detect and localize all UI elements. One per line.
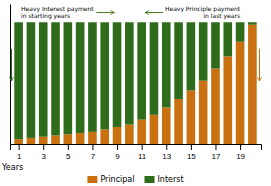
bar bbox=[223, 22, 232, 56]
bar bbox=[64, 22, 73, 134]
bars bbox=[14, 22, 256, 144]
series bbox=[14, 22, 256, 139]
legend-label: Principal bbox=[100, 175, 134, 184]
bar bbox=[76, 22, 85, 133]
tick-label: 5 bbox=[66, 152, 71, 161]
tick-label: 9 bbox=[115, 152, 120, 161]
bar bbox=[39, 137, 48, 144]
bar bbox=[113, 127, 122, 144]
tick: 1 bbox=[17, 144, 22, 161]
tick-label: 7 bbox=[91, 152, 96, 161]
axis-line bbox=[11, 145, 262, 151]
x-axis: 135791113151719 bbox=[11, 144, 262, 161]
bar bbox=[27, 138, 36, 144]
bar bbox=[187, 90, 196, 144]
bar bbox=[150, 22, 159, 115]
annotation: Heavy Interest paymentin starting years bbox=[21, 5, 94, 20]
tick-label: 15 bbox=[187, 152, 196, 161]
legend-swatch bbox=[87, 176, 97, 183]
tick-label: 19 bbox=[236, 152, 245, 161]
bar bbox=[162, 107, 171, 144]
bar bbox=[125, 22, 134, 124]
tick: 7 bbox=[91, 144, 96, 161]
tick-mark bbox=[43, 144, 44, 150]
axis-line bbox=[10, 5, 11, 145]
tick: 19 bbox=[236, 144, 245, 161]
bar bbox=[199, 22, 208, 80]
side-arrow bbox=[259, 49, 260, 81]
bar bbox=[236, 22, 245, 41]
legend-item: Interst bbox=[145, 175, 184, 184]
tick-label: 3 bbox=[41, 152, 46, 161]
tick: 11 bbox=[138, 144, 147, 161]
bar bbox=[248, 25, 257, 144]
x-label: Years bbox=[1, 163, 23, 172]
legend-swatch bbox=[145, 176, 155, 183]
chart: 135791113151719YearsHeavy Interest payme… bbox=[0, 0, 271, 186]
tick-mark bbox=[117, 144, 118, 150]
legend: Principal Interst bbox=[87, 175, 183, 184]
bar bbox=[248, 22, 257, 24]
bar bbox=[236, 42, 245, 144]
bar bbox=[223, 56, 232, 144]
side-arrow bbox=[11, 49, 12, 81]
tick-mark bbox=[166, 144, 167, 150]
bar bbox=[113, 22, 122, 127]
bar bbox=[125, 125, 134, 144]
bar bbox=[27, 22, 36, 138]
bar bbox=[187, 22, 196, 90]
bar bbox=[150, 115, 159, 144]
legend-label: Interst bbox=[158, 175, 184, 184]
tick-label: 13 bbox=[162, 152, 171, 161]
bar bbox=[39, 22, 48, 136]
tick: 17 bbox=[212, 144, 221, 161]
bar bbox=[100, 22, 109, 129]
tick: 15 bbox=[187, 144, 196, 161]
bar bbox=[14, 139, 23, 144]
tick-label: 11 bbox=[138, 152, 147, 161]
bar bbox=[211, 69, 220, 144]
tick: 5 bbox=[66, 144, 71, 161]
tick: 13 bbox=[162, 144, 171, 161]
bar bbox=[137, 120, 146, 144]
tick: 3 bbox=[41, 144, 46, 161]
tick-mark bbox=[191, 144, 192, 150]
tick: 9 bbox=[115, 144, 120, 161]
bar bbox=[76, 133, 85, 144]
bar bbox=[88, 22, 97, 132]
annotation-arrow bbox=[96, 12, 114, 13]
tick-mark bbox=[240, 144, 241, 150]
tick-label: 17 bbox=[212, 152, 221, 161]
y-axis bbox=[10, 5, 11, 145]
tick-mark bbox=[19, 144, 20, 150]
bar bbox=[211, 22, 220, 68]
tick-label: 1 bbox=[17, 152, 22, 161]
tick-mark bbox=[142, 144, 143, 150]
bar bbox=[51, 135, 60, 144]
bar bbox=[199, 81, 208, 144]
bar bbox=[64, 134, 73, 144]
legend-item: Principal bbox=[87, 175, 134, 184]
tick-mark bbox=[92, 144, 93, 150]
bar bbox=[88, 132, 97, 144]
tick-mark bbox=[215, 144, 216, 150]
annotation-arrow bbox=[145, 12, 163, 13]
bar bbox=[137, 22, 146, 119]
annotations: Heavy Interest paymentin starting years H… bbox=[12, 5, 260, 81]
tick-mark bbox=[68, 144, 69, 150]
bar bbox=[51, 22, 60, 135]
bar bbox=[14, 22, 23, 139]
plot: 135791113151719 bbox=[11, 5, 262, 161]
bar bbox=[162, 22, 171, 107]
bar bbox=[100, 129, 109, 144]
annotation: Heavy Principle paymentin last years bbox=[165, 5, 241, 20]
series bbox=[14, 25, 256, 144]
bar bbox=[174, 22, 183, 99]
bar bbox=[174, 99, 183, 144]
